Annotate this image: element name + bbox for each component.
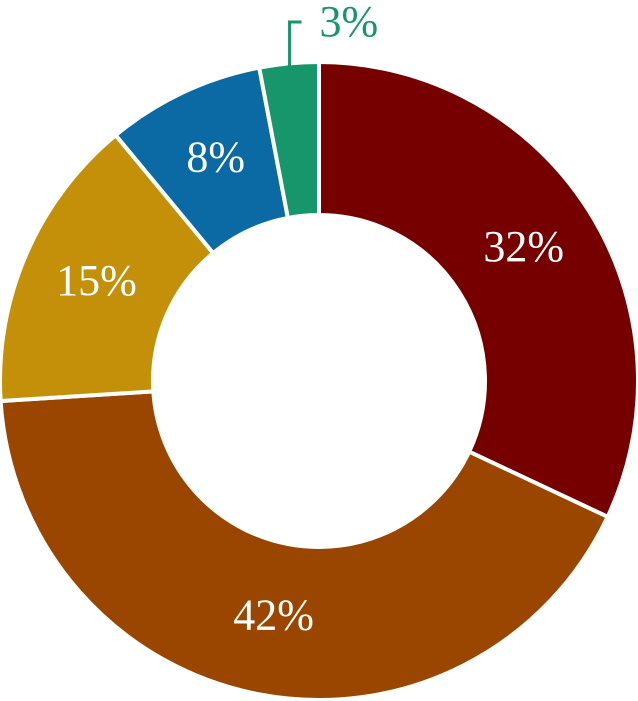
donut-slice bbox=[256, 59, 321, 221]
data-label: 42% bbox=[233, 590, 314, 639]
data-label: 15% bbox=[56, 256, 137, 305]
data-label: 8% bbox=[186, 133, 245, 182]
data-label: 32% bbox=[483, 222, 564, 271]
leader-line bbox=[288, 20, 302, 70]
donut-slice bbox=[0, 389, 611, 701]
donut-slice bbox=[317, 59, 638, 520]
donut-slice bbox=[0, 132, 217, 404]
data-label: 3% bbox=[320, 0, 379, 46]
